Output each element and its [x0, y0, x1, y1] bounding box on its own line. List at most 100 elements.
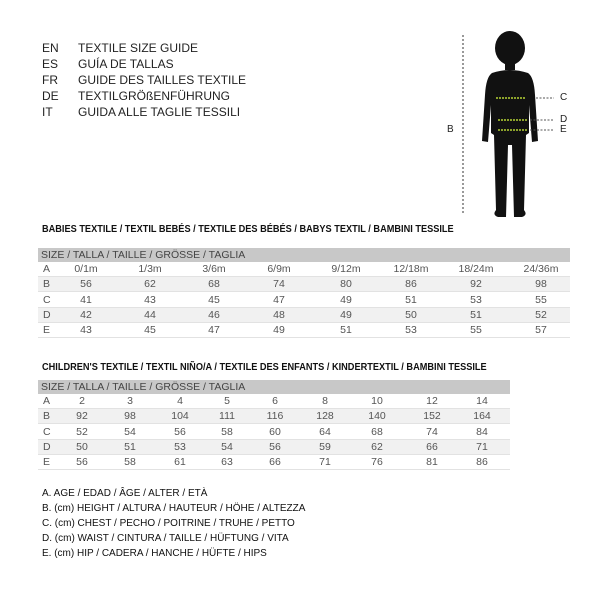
table-cell: 45	[208, 293, 220, 306]
table-cell: 49	[340, 293, 352, 306]
row-key: B	[43, 410, 51, 423]
table-cell: 57	[535, 324, 547, 337]
table-cell: 76	[371, 456, 383, 469]
label-c: C	[560, 92, 568, 103]
table-cell: 152	[423, 410, 441, 423]
table-cell: 51	[405, 293, 417, 306]
table-cell: 24/36m	[523, 263, 559, 275]
row-key: E	[43, 456, 51, 469]
table-cell: 47	[208, 324, 220, 337]
row-key: D	[43, 308, 51, 321]
table-cell: 98	[535, 278, 547, 291]
table-cell: 56	[174, 425, 186, 438]
table-cell: 68	[371, 425, 383, 438]
lang-code: ES	[42, 57, 59, 71]
row-key: C	[43, 293, 51, 306]
table-cell: 128	[316, 410, 334, 423]
table-cell: 86	[476, 456, 488, 469]
table-cell: 81	[426, 456, 438, 469]
table-cell: 58	[221, 425, 233, 438]
table-row: B 92 98 104 111 116 128 140 152 164	[38, 409, 510, 425]
table-cell: 3	[127, 395, 133, 407]
row-key: C	[43, 425, 51, 438]
table-cell: 104	[171, 410, 189, 423]
table-cell: 84	[476, 425, 488, 438]
table-cell: 43	[80, 324, 92, 337]
table-cell: 6/9m	[267, 263, 291, 275]
legend-item: C. (cm) CHEST / PECHO / POITRINE / TRUHE…	[42, 518, 295, 529]
table-cell: 98	[124, 410, 136, 423]
table-cell: 10	[371, 395, 383, 407]
table-cell: 61	[174, 456, 186, 469]
table-cell: 42	[80, 308, 92, 321]
table-cell: 56	[80, 278, 92, 291]
table-row: E 43 45 47 49 51 53 55 57	[38, 323, 570, 339]
language-it: IT GUIDA ALLE TAGLIE TESSILI	[42, 104, 240, 120]
table-cell: 62	[371, 440, 383, 453]
legend-item: B. (cm) HEIGHT / ALTURA / HAUTEUR / HÖHE…	[42, 503, 306, 514]
table-cell: 50	[405, 308, 417, 321]
babies-table-header: SIZE / TALLA / TAILLE / GRÖSSE / TAGLIA	[38, 248, 570, 262]
table-row: D 50 51 53 54 56 59 62 66 71	[38, 439, 510, 455]
table-cell: 66	[426, 440, 438, 453]
table-cell: 71	[476, 440, 488, 453]
legend-item: A. AGE / EDAD / ÂGE / ALTER / ETÀ	[42, 488, 208, 499]
table-cell: 92	[76, 410, 88, 423]
table-cell: 52	[76, 425, 88, 438]
table-cell: 71	[319, 456, 331, 469]
table-cell: 4	[177, 395, 183, 407]
table-cell: 0/1m	[74, 263, 98, 275]
table-cell: 51	[340, 324, 352, 337]
lang-title: GUIDA ALLE TAGLIE TESSILI	[78, 105, 241, 119]
legend-item: E. (cm) HIP / CADERA / HANCHE / HÜFTE / …	[42, 548, 267, 559]
table-cell: 48	[273, 308, 285, 321]
table-cell: 49	[340, 308, 352, 321]
table-cell: 140	[368, 410, 386, 423]
lang-code: IT	[42, 105, 53, 119]
table-cell: 66	[269, 456, 281, 469]
table-cell: 55	[535, 293, 547, 306]
language-es: ES GUÍA DE TALLAS	[42, 56, 174, 72]
table-cell: 59	[319, 440, 331, 453]
table-cell: 74	[426, 425, 438, 438]
table-cell: 60	[269, 425, 281, 438]
table-cell: 64	[319, 425, 331, 438]
table-cell: 44	[144, 308, 156, 321]
table-cell: 6	[272, 395, 278, 407]
table-cell: 68	[208, 278, 220, 291]
table-cell: 46	[208, 308, 220, 321]
table-cell: 2	[79, 395, 85, 407]
row-key: A	[43, 263, 51, 275]
legend-item: D. (cm) WAIST / CINTURA / TAILLE / HÜFTU…	[42, 533, 289, 544]
table-cell: 1/3m	[138, 263, 162, 275]
table-cell: 92	[470, 278, 482, 291]
language-de: DE TEXTILGRÖßENFÜHRUNG	[42, 88, 230, 104]
table-cell: 51	[124, 440, 136, 453]
lang-title: TEXTILE SIZE GUIDE	[78, 41, 199, 55]
label-e: E	[560, 124, 567, 135]
row-key: E	[43, 324, 51, 337]
table-cell: 164	[473, 410, 491, 423]
table-cell: 51	[470, 308, 482, 321]
table-cell: 86	[405, 278, 417, 291]
language-fr: FR GUIDE DES TAILLES TEXTILE	[42, 72, 246, 88]
table-cell: 43	[144, 293, 156, 306]
table-cell: 58	[124, 456, 136, 469]
table-cell: 53	[405, 324, 417, 337]
lang-title: GUIDE DES TAILLES TEXTILE	[78, 73, 247, 87]
table-cell: 80	[340, 278, 352, 291]
table-cell: 62	[144, 278, 156, 291]
table-cell: 52	[535, 308, 547, 321]
table-cell: 50	[76, 440, 88, 453]
table-cell: 53	[470, 293, 482, 306]
table-cell: 111	[219, 410, 235, 423]
label-b: B	[447, 124, 454, 135]
table-cell: 63	[221, 456, 233, 469]
table-cell: 12	[426, 395, 438, 407]
lang-code: EN	[42, 41, 59, 55]
row-key: D	[43, 440, 51, 453]
table-cell: 74	[273, 278, 285, 291]
table-cell: 55	[470, 324, 482, 337]
table-cell: 8	[322, 395, 328, 407]
babies-table-title: BABIES TEXTILE / TEXTIL BEBÉS / TEXTILE …	[42, 224, 454, 235]
